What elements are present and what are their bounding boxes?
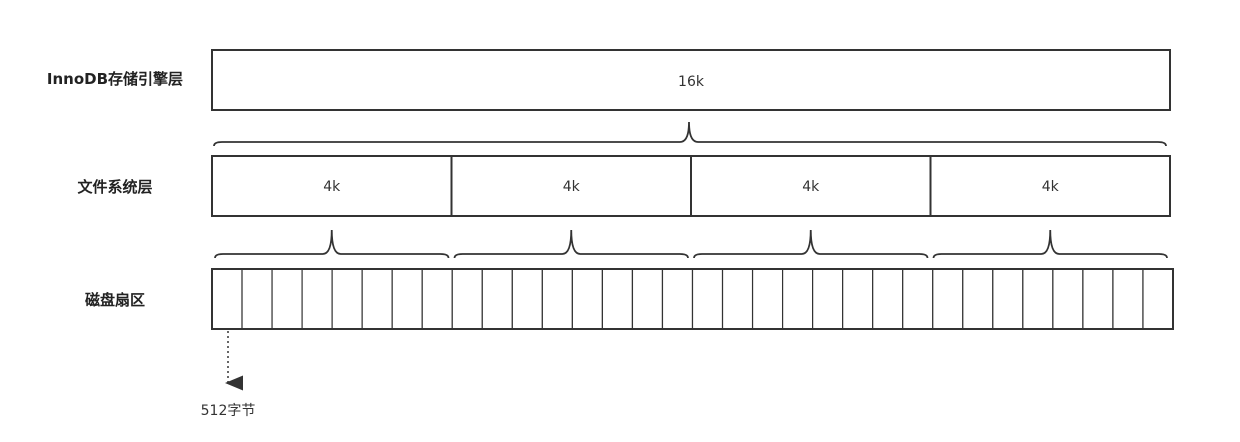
disk-sector-cell — [421, 268, 453, 330]
disk-sector-cell — [962, 268, 994, 330]
filesystem-block-brace — [693, 229, 929, 259]
disk-sector-cell — [932, 268, 964, 330]
innodb-page-size: 16k — [678, 74, 705, 90]
filesystem-block-brace — [214, 229, 450, 259]
filesystem-block-size: 4k — [323, 179, 341, 195]
disk-sector-cell — [1082, 268, 1114, 330]
disk-sector-cell — [812, 268, 844, 330]
disk-sector-cell — [1052, 268, 1084, 330]
filesystem-block-brace — [932, 229, 1168, 259]
disk-sector-cell — [1142, 268, 1174, 330]
innodb-page-box — [211, 49, 1171, 111]
filesystem-blocks: 4k 4k 4k 4k — [211, 155, 1171, 217]
disk-sector-cell — [601, 268, 634, 330]
disk-sector-cell — [992, 268, 1024, 330]
disk-sector-cell — [541, 268, 573, 330]
disk-sector-outline — [211, 268, 1174, 330]
disk-sector-cell — [481, 268, 513, 330]
filesystem-block — [211, 155, 453, 217]
disk-sector-cell — [301, 268, 333, 330]
disk-sector-cell — [661, 268, 694, 330]
disk-sector-cell — [451, 268, 483, 330]
filesystem-layer-label: 文件系统层 — [77, 178, 152, 196]
disk-sector-cell — [1022, 268, 1054, 330]
filesystem-block — [450, 155, 692, 217]
disk-sector-cell — [1112, 268, 1144, 330]
disk-sector-cell — [571, 268, 604, 330]
disk-sector-cell — [842, 268, 874, 330]
disk-sector-cell — [331, 268, 363, 330]
filesystem-block-brace — [453, 229, 689, 259]
innodb-layer-label: InnoDB存储引擎层 — [47, 70, 183, 88]
filesystem-block-size: 4k — [563, 179, 581, 195]
disk-sector-cell — [391, 268, 423, 330]
disk-sector-cell — [781, 268, 814, 330]
disk-sector-cell — [872, 268, 904, 330]
disk-sector-cell — [721, 268, 754, 330]
disk-sector-cell — [751, 268, 784, 330]
disk-sector-cell — [271, 268, 303, 330]
disk-sector-cell — [361, 268, 393, 330]
disk-sector-cell — [631, 268, 664, 330]
disk-sector-cell — [211, 268, 243, 330]
innodb-to-filesystem-brace — [213, 121, 1167, 147]
filesystem-block — [929, 155, 1171, 217]
disk-sector-cell — [691, 268, 724, 330]
disk-sector-layer-label: 磁盘扇区 — [85, 291, 145, 309]
filesystem-to-disk-braces — [214, 229, 1168, 259]
filesystem-block-size: 4k — [1042, 179, 1060, 195]
disk-sectors — [211, 268, 1174, 330]
disk-sector-cell — [241, 268, 273, 330]
disk-sector-cell — [902, 268, 934, 330]
sector-size-note: 512字节 — [201, 403, 256, 419]
disk-sector-cell — [511, 268, 543, 330]
filesystem-block-size: 4k — [802, 179, 820, 195]
